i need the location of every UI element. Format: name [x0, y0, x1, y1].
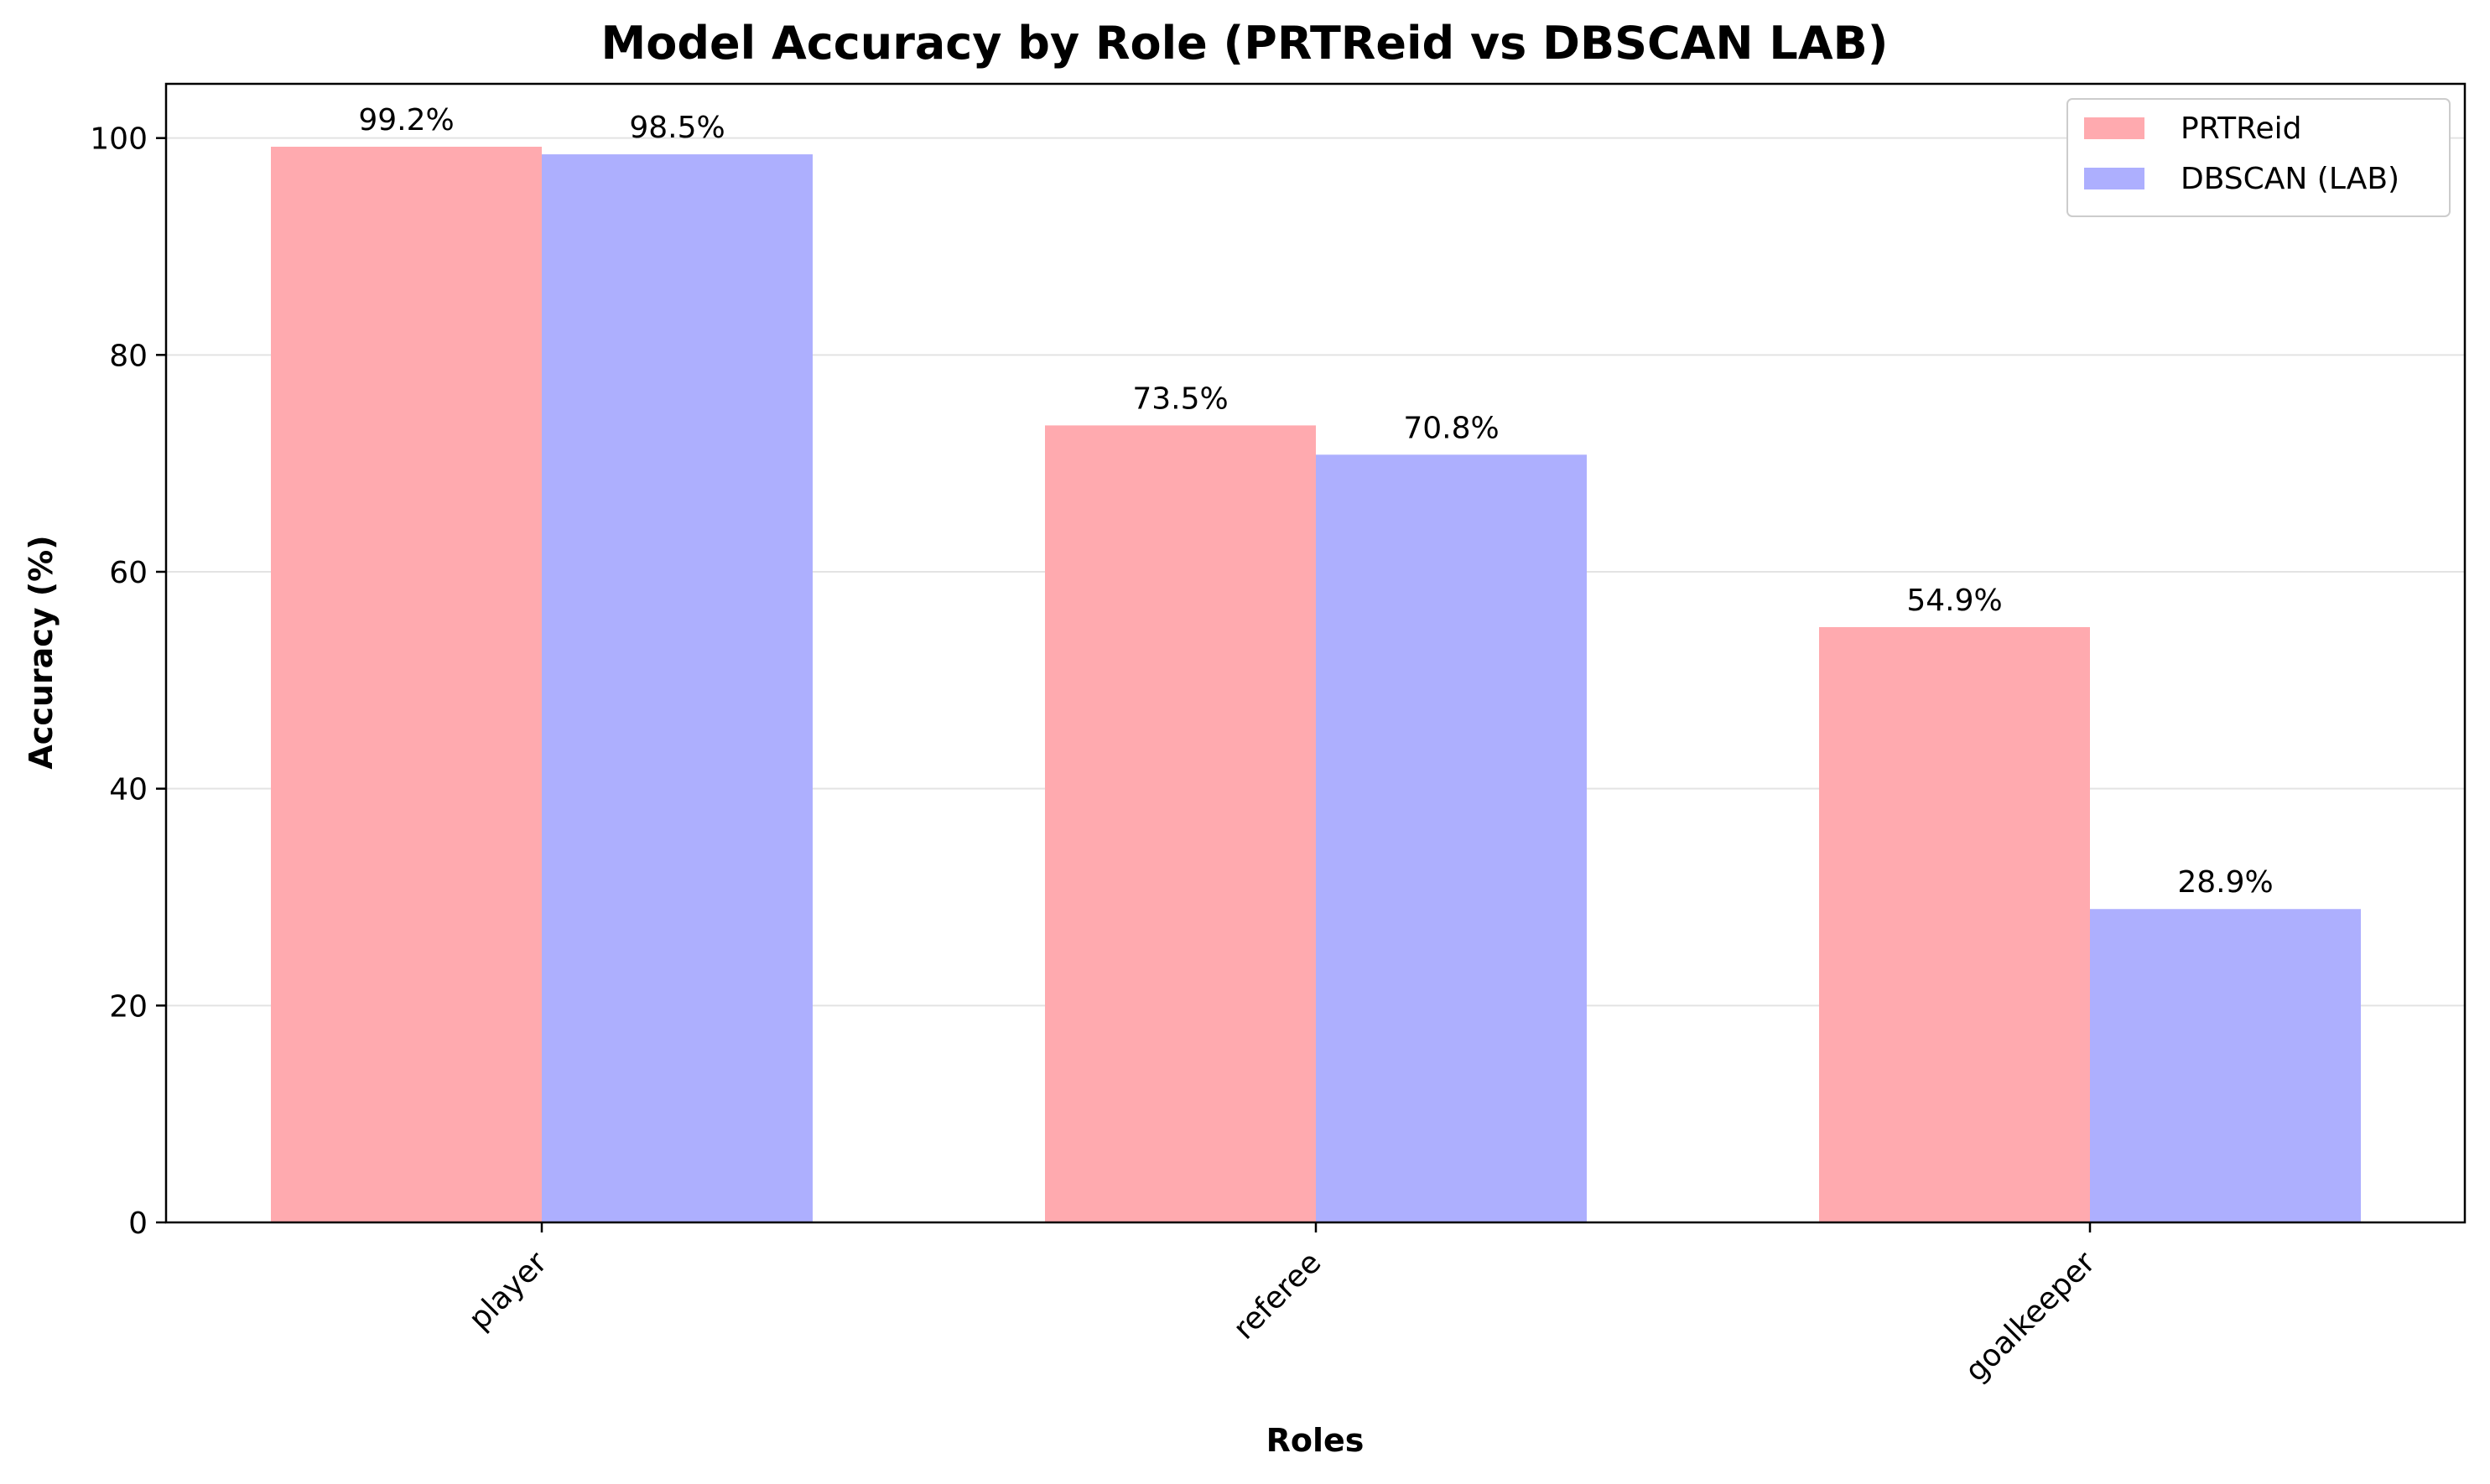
legend: PRTReid DBSCAN (LAB) [2066, 98, 2451, 217]
y-axis: 0 20 40 60 80 100 [90, 122, 166, 1241]
x-tick-label: player [462, 1245, 554, 1336]
legend-label: DBSCAN (LAB) [2181, 162, 2399, 196]
x-axis: player referee goalkeeper [462, 1222, 2102, 1388]
bar-player-dbscan-lab [542, 154, 813, 1223]
y-tick-label: 80 [109, 339, 148, 373]
value-label: 28.9% [2177, 865, 2273, 900]
y-tick-label: 60 [109, 556, 148, 590]
bar-referee-prtreid [1045, 425, 1316, 1222]
y-tick-label: 40 [109, 773, 148, 807]
x-tick-label: referee [1227, 1245, 1328, 1346]
y-tick-label: 100 [90, 122, 148, 157]
value-label: 98.5% [629, 111, 725, 145]
x-axis-label: Roles [1266, 1422, 1365, 1459]
bar-goalkeeper-dbscan-lab [2090, 909, 2361, 1222]
legend-swatch [2084, 168, 2144, 189]
legend-box [2066, 98, 2451, 217]
bars [271, 147, 2361, 1223]
x-tick-label: goalkeeper [1959, 1245, 2103, 1388]
value-label: 73.5% [1132, 381, 1228, 416]
bar-referee-dbscan-lab [1316, 454, 1587, 1222]
chart-title: Model Accuracy by Role (PRTReid vs DBSCA… [601, 17, 1889, 70]
bar-player-prtreid [271, 147, 542, 1223]
value-label: 54.9% [1906, 584, 2002, 618]
value-label: 70.8% [1403, 411, 1499, 445]
legend-label: PRTReid [2181, 112, 2302, 146]
value-label: 99.2% [358, 103, 454, 138]
y-tick-label: 0 [128, 1206, 148, 1241]
y-tick-label: 20 [109, 989, 148, 1024]
bar-goalkeeper-prtreid [1819, 626, 2090, 1222]
legend-swatch [2084, 117, 2144, 139]
y-axis-label: Accuracy (%) [23, 535, 60, 769]
value-labels: 99.2% 98.5% 73.5% 70.8% 54.9% 28.9% [358, 103, 2273, 900]
